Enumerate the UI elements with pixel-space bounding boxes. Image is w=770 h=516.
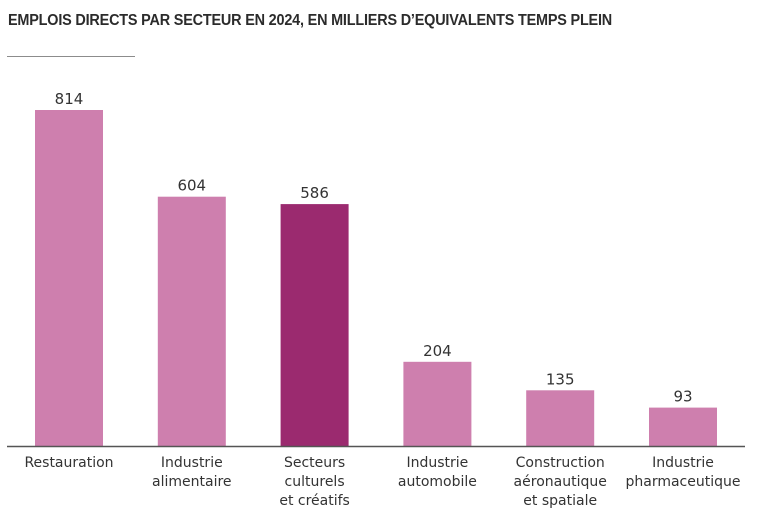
category-label-2: Secteurs culturels et créatifs (279, 455, 350, 509)
bar-3 (403, 361, 472, 446)
chart-title: EMPLOIS DIRECTS PAR SECTEUR EN 2024, EN … (8, 12, 613, 29)
data-label-1: 604 (177, 177, 206, 195)
data-label-2: 586 (300, 184, 329, 202)
category-label-5: Industrie pharmaceutique (625, 455, 740, 490)
bar-0 (35, 110, 103, 446)
category-label-line: et spatiale (523, 493, 597, 509)
bar-1 (157, 196, 226, 446)
data-label-5: 93 (673, 388, 692, 406)
category-label-4: Construction aéronautique et spatiale (514, 455, 607, 509)
category-label-line: pharmaceutique (625, 474, 740, 490)
data-label-4: 135 (546, 370, 575, 388)
category-label-0: Restauration (24, 455, 113, 471)
category-label-line: Secteurs (284, 455, 345, 471)
category-label-line: culturels (285, 474, 345, 490)
category-label-line: Industrie (161, 455, 223, 471)
bars-group (35, 110, 717, 446)
category-label-line: Restauration (24, 455, 113, 471)
category-label-3: Industrie automobile (398, 455, 477, 490)
category-label-1: Industrie alimentaire (152, 455, 232, 490)
bar-4 (526, 390, 595, 446)
category-label-line: automobile (398, 474, 477, 490)
category-label-line: Industrie (652, 455, 714, 471)
data-label-0: 814 (55, 90, 84, 108)
data-label-3: 204 (423, 342, 452, 360)
category-label-line: alimentaire (152, 474, 232, 490)
category-label-line: aéronautique (514, 474, 607, 490)
bar-2 (280, 204, 349, 446)
category-label-line: Industrie (406, 455, 468, 471)
title-divider (7, 56, 135, 57)
labels-group: 814 Restauration 604 Industrie alimentaire 58… (24, 90, 740, 509)
category-label-line: Construction (516, 455, 605, 471)
bar-5 (649, 407, 717, 446)
category-label-line: et créatifs (279, 493, 350, 509)
